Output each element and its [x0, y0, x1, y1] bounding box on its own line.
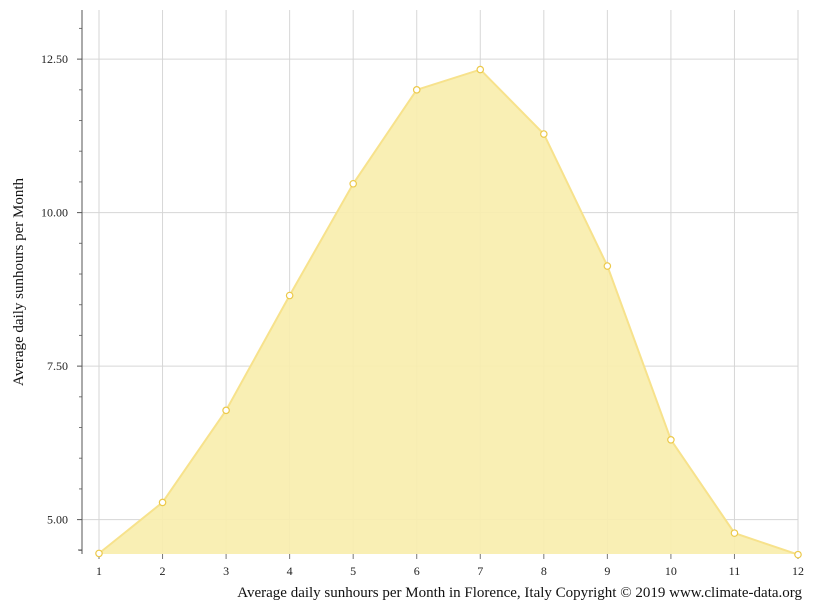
- x-tick-label: 3: [223, 564, 229, 578]
- x-tick-label: 8: [541, 564, 547, 578]
- data-point: [540, 130, 548, 138]
- y-tick-label: 10.00: [41, 206, 68, 220]
- series-line: [98, 68, 799, 556]
- x-tick-label: 10: [665, 564, 677, 578]
- x-tick-label: 5: [350, 564, 356, 578]
- y-tick-label: 5.00: [47, 513, 68, 527]
- data-points: [95, 65, 802, 559]
- y-tick-label: 7.50: [47, 359, 68, 373]
- data-point: [667, 435, 675, 444]
- y-axis-title: Average daily sunhours per Month: [11, 178, 27, 387]
- area-fill: [99, 69, 798, 555]
- data-point: [603, 262, 612, 270]
- data-point: [158, 498, 167, 507]
- data-point: [794, 550, 802, 559]
- x-tick-label: 11: [729, 564, 741, 578]
- x-tick-label: 12: [792, 564, 804, 578]
- x-tick-label: 7: [477, 564, 483, 578]
- data-point: [476, 65, 485, 74]
- data-point: [349, 179, 357, 188]
- data-point: [412, 86, 421, 94]
- data-point: [730, 529, 739, 537]
- chart-caption: Average daily sunhours per Month in Flor…: [237, 585, 802, 601]
- data-point: [285, 291, 294, 300]
- x-tick-label: 9: [604, 564, 610, 578]
- y-tick-label: 12.50: [41, 52, 68, 66]
- data-point: [222, 406, 230, 415]
- x-tick-label: 6: [414, 564, 420, 578]
- x-tick-label: 2: [160, 564, 166, 578]
- x-tick-label: 4: [287, 564, 293, 578]
- x-tick-label: 1: [96, 564, 102, 578]
- data-point: [95, 549, 103, 558]
